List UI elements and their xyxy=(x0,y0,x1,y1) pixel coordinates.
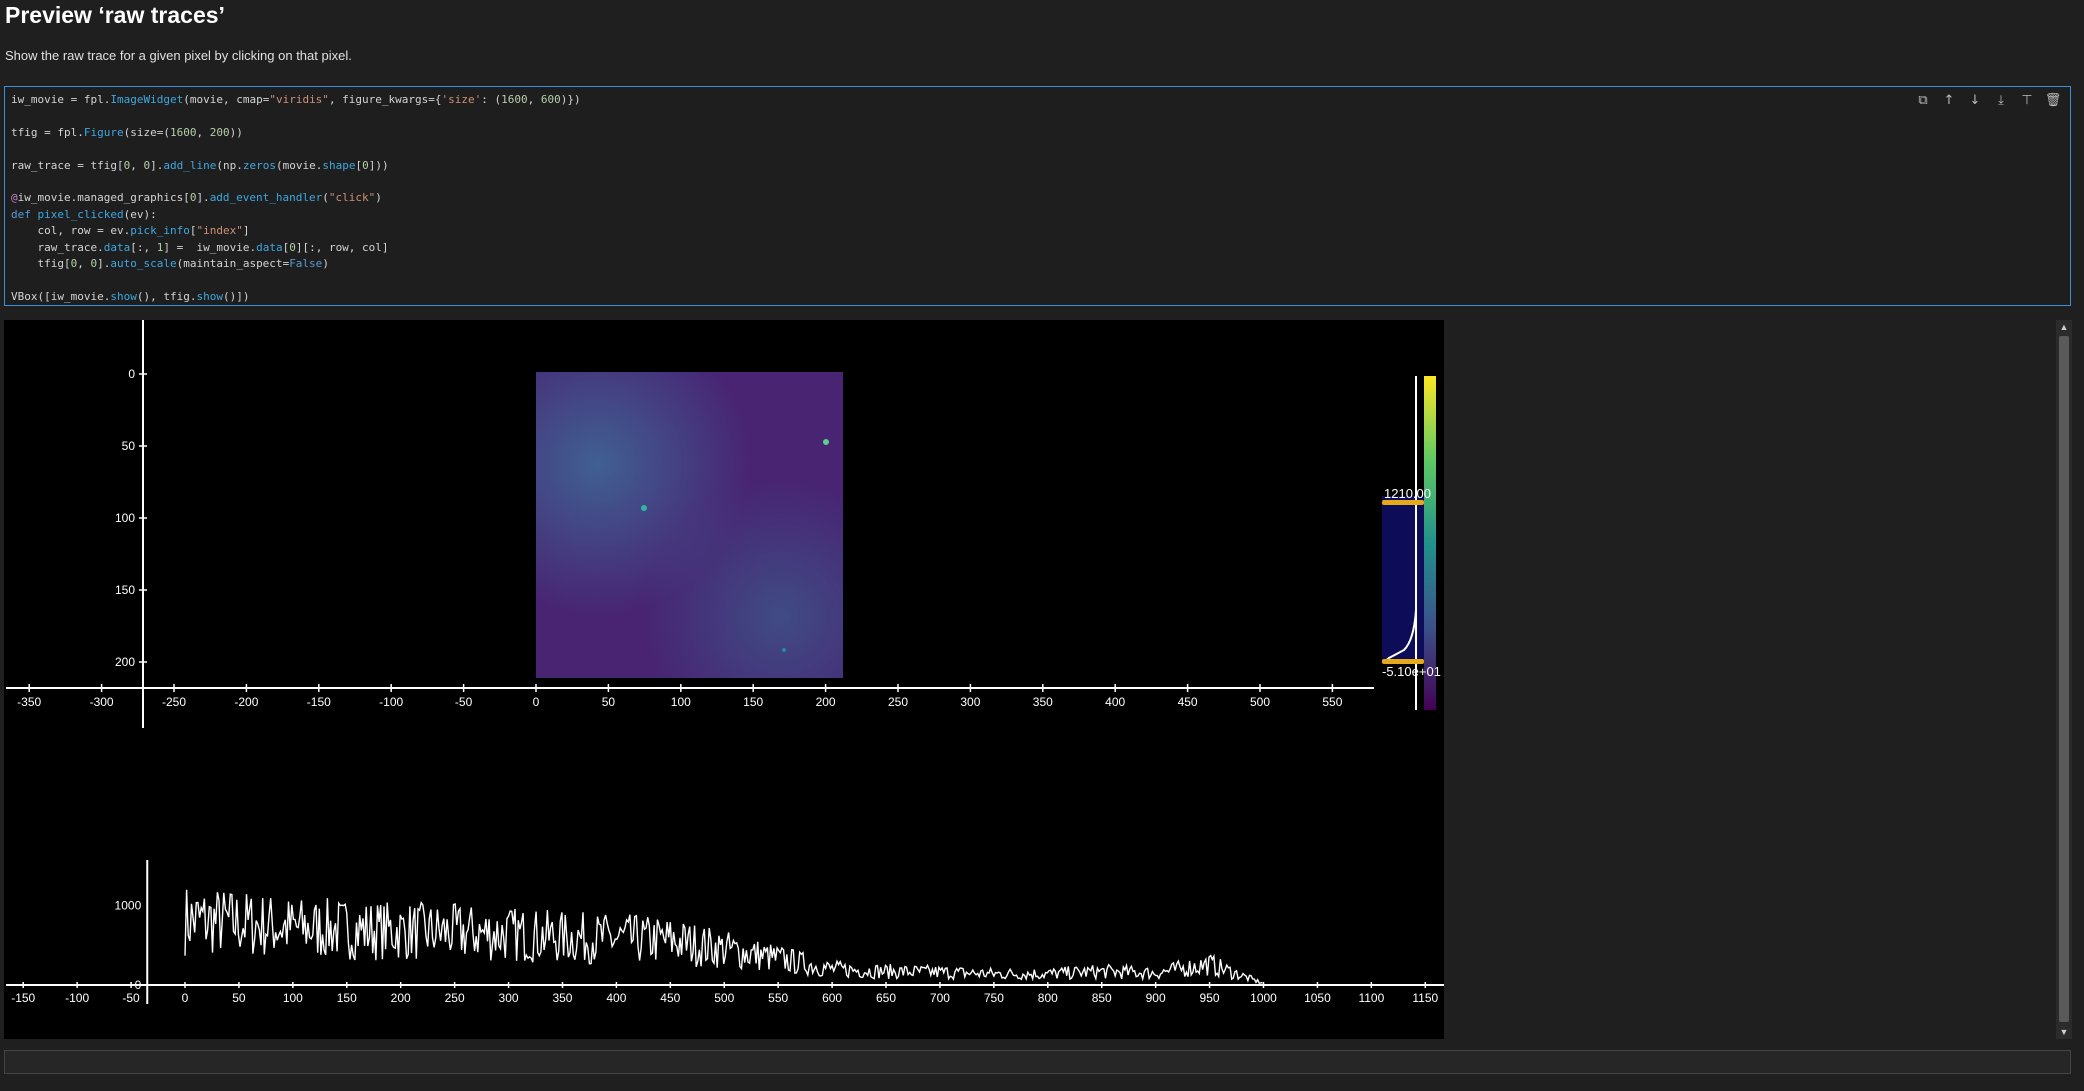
trace-x-tick-label: -50 xyxy=(122,991,140,1005)
trace-x-tick-label: -100 xyxy=(65,991,89,1005)
trace-x-tick-label: 650 xyxy=(876,991,896,1005)
image-widget-plot[interactable]: 0 50 100 150 200 -350 -300 -250 -200 -150 -100 -50… xyxy=(6,320,1374,728)
markdown-title: Preview ‘raw traces’ xyxy=(5,2,225,28)
trace-x-tick-label: 900 xyxy=(1146,991,1166,1005)
vmin-handle[interactable] xyxy=(1382,659,1424,664)
image-x-tick-label: 550 xyxy=(1322,695,1342,709)
colorbar-gradient xyxy=(1424,376,1436,710)
trace-x-tick-label: 1000 xyxy=(1250,991,1277,1005)
image-x-tick-label: -150 xyxy=(307,695,331,709)
cell-output: 0 50 100 150 200 -350 -300 -250 -200 -150 -100 -50… xyxy=(4,320,1444,1039)
code-editor[interactable]: iw_movie = fpl.ImageWidget(movie, cmap="… xyxy=(11,93,581,303)
bright-pixel xyxy=(782,648,786,652)
trace-y-tick-label: 0 xyxy=(135,978,142,992)
image-x-tick-label: -100 xyxy=(379,695,403,709)
scrollbar-thumb[interactable] xyxy=(2059,336,2069,1022)
image-x-tick-label: -50 xyxy=(455,695,473,709)
trace-x-tick-label: 50 xyxy=(232,991,246,1005)
delete-icon[interactable]: 🗑 xyxy=(2044,92,2062,108)
insert-below-icon[interactable]: ⤓ xyxy=(1998,92,2004,108)
colorbar-range-region[interactable] xyxy=(1382,496,1424,662)
trace-x-tick-label: 1150 xyxy=(1412,991,1438,1005)
trace-x-tick-label: 200 xyxy=(391,991,411,1005)
trace-x-tick-label: 800 xyxy=(1038,991,1058,1005)
trace-y-tick-label: 1000 xyxy=(115,899,142,913)
image-x-tick-label: 400 xyxy=(1105,695,1125,709)
image-y-tick-label: 100 xyxy=(115,511,135,525)
image-y-tick-label: 200 xyxy=(115,655,135,669)
image-x-tick-label: 250 xyxy=(888,695,908,709)
image-x-tick-label: -200 xyxy=(234,695,258,709)
split-cell-icon[interactable]: ⊤ xyxy=(2021,92,2033,108)
image-x-tick-label: 200 xyxy=(816,695,836,709)
trace-x-tick-label: 600 xyxy=(822,991,842,1005)
image-x-tick-label: 350 xyxy=(1033,695,1053,709)
trace-x-tick-label: 0 xyxy=(182,991,189,1005)
raw-trace-line[interactable] xyxy=(184,889,1263,984)
image-x-tick-label: 150 xyxy=(743,695,763,709)
scroll-down-arrow-icon[interactable]: ▼ xyxy=(2059,1027,2069,1037)
raw-trace-figure[interactable]: -150 -100 -50 0 50 100 150 200 250 300 350 400 450 50… xyxy=(6,860,1444,1005)
move-down-icon[interactable]: ↓ xyxy=(1969,92,1981,108)
trace-x-tick-label: 100 xyxy=(283,991,303,1005)
output-canvas: 0 50 100 150 200 -350 -300 -250 -200 -150 -100 -50… xyxy=(6,320,1444,1005)
trace-x-tick-label: -150 xyxy=(11,991,35,1005)
vmax-handle[interactable] xyxy=(1382,500,1424,505)
trace-x-tick-label: 500 xyxy=(714,991,734,1005)
code-cell[interactable]: iw_movie = fpl.ImageWidget(movie, cmap="… xyxy=(4,86,2071,306)
trace-x-tick-label: 350 xyxy=(552,991,572,1005)
colorbar-lut[interactable]: 1210.00 -5.10e+01 xyxy=(1382,376,1441,710)
trace-x-tick-label: 1050 xyxy=(1304,991,1331,1005)
trace-x-tick-label: 950 xyxy=(1200,991,1220,1005)
next-cell-input[interactable] xyxy=(4,1050,2071,1074)
trace-x-tick-label: 300 xyxy=(499,991,519,1005)
image-x-tick-label: -300 xyxy=(90,695,114,709)
trace-x-tick-label: 750 xyxy=(984,991,1004,1005)
image-y-tick-label: 0 xyxy=(128,367,135,381)
image-texture-region xyxy=(536,372,843,678)
image-x-tick-label: -250 xyxy=(162,695,186,709)
trace-x-tick-label: 1100 xyxy=(1358,991,1384,1005)
markdown-description: Show the raw trace for a given pixel by … xyxy=(5,48,352,63)
move-up-icon[interactable]: ↑ xyxy=(1943,92,1955,108)
trace-x-tick-label: 250 xyxy=(445,991,465,1005)
output-scrollbar[interactable]: ▲ ▼ xyxy=(2056,320,2072,1039)
image-x-tick-label: -350 xyxy=(17,695,41,709)
trace-x-tick-label: 850 xyxy=(1092,991,1112,1005)
image-x-tick-label: 0 xyxy=(533,695,540,709)
image-x-tick-label: 300 xyxy=(960,695,980,709)
trace-x-tick-label: 450 xyxy=(660,991,680,1005)
image-x-tick-label: 500 xyxy=(1250,695,1270,709)
bright-pixel xyxy=(641,505,647,511)
trace-x-tick-label: 150 xyxy=(337,991,357,1005)
trace-x-tick-label: 400 xyxy=(606,991,626,1005)
image-x-tick-label: 50 xyxy=(602,695,616,709)
histogram-curve xyxy=(1383,496,1417,663)
image-x-tick-label: 100 xyxy=(671,695,691,709)
vmax-label: 1210.00 xyxy=(1384,486,1431,501)
image-x-tick-label: 450 xyxy=(1178,695,1198,709)
vmin-label: -5.10e+01 xyxy=(1382,664,1441,679)
image-y-tick-label: 50 xyxy=(122,439,136,453)
scroll-up-arrow-icon[interactable]: ▲ xyxy=(2059,322,2069,332)
trace-x-tick-label: 700 xyxy=(930,991,950,1005)
copy-icon[interactable]: ⧉ xyxy=(1918,92,1928,108)
image-y-tick-label: 150 xyxy=(115,583,135,597)
trace-x-tick-label: 550 xyxy=(768,991,788,1005)
bright-pixel xyxy=(823,439,829,445)
cell-toolbar: ⧉ ↑ ↓ ⤓ ⊤ 🗑 xyxy=(1914,91,2062,109)
